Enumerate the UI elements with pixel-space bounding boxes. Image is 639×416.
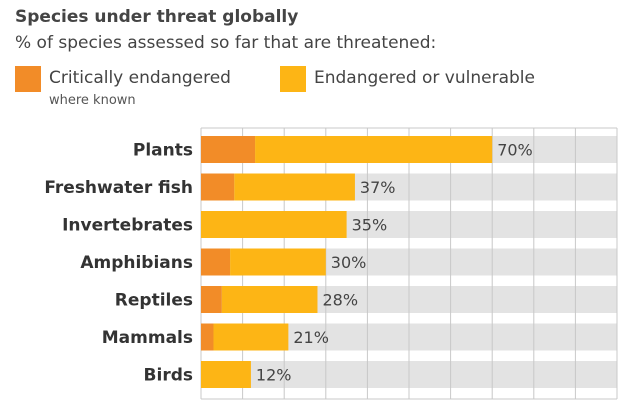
bar-critical xyxy=(201,136,256,163)
category-label: Reptiles xyxy=(115,291,193,311)
bar-endangered xyxy=(234,173,355,201)
category-label: Freshwater fish xyxy=(44,178,193,198)
value-label: 35% xyxy=(352,216,388,235)
bar-endangered xyxy=(201,361,251,388)
value-label: 12% xyxy=(256,366,292,385)
bar-endangered xyxy=(201,211,347,238)
legend-note-critical: where known xyxy=(49,93,136,108)
value-label: 30% xyxy=(331,253,367,272)
bar-critical xyxy=(201,248,231,276)
legend-swatch-endangered xyxy=(280,66,306,92)
value-label: 28% xyxy=(322,291,358,310)
value-label: 21% xyxy=(293,328,329,347)
category-label: Amphibians xyxy=(80,253,193,273)
legend-label-critical: Critically endangered xyxy=(49,68,231,88)
bar-endangered xyxy=(221,286,318,313)
category-label: Plants xyxy=(133,141,193,161)
bar-endangered xyxy=(230,248,326,276)
bar-critical xyxy=(201,173,235,201)
legend-swatch-critical xyxy=(15,66,41,92)
bar-endangered xyxy=(255,136,493,163)
chart-title: Species under threat globally xyxy=(15,7,299,27)
bar-critical xyxy=(201,323,214,351)
category-label: Birds xyxy=(144,366,193,386)
bar-critical xyxy=(201,286,222,313)
chart-subtitle: % of species assessed so far that are th… xyxy=(15,33,437,53)
value-label: 37% xyxy=(360,178,396,197)
bar-endangered xyxy=(213,323,289,351)
category-label: Invertebrates xyxy=(62,216,193,236)
legend-label-endangered: Endangered or vulnerable xyxy=(314,68,535,88)
category-label: Mammals xyxy=(102,328,193,348)
value-label: 70% xyxy=(497,141,533,160)
